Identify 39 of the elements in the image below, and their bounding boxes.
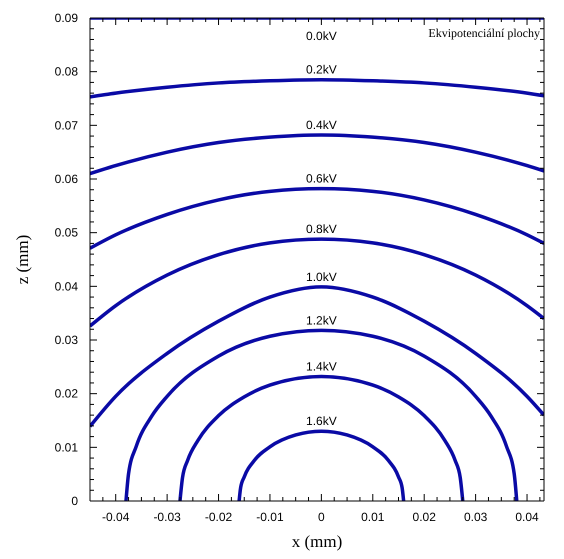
line-series bbox=[90, 133, 544, 176]
x-tick-label: 0 bbox=[318, 510, 326, 524]
series-label: 0.6kV bbox=[306, 172, 337, 186]
series-label: 1.6kV bbox=[306, 414, 337, 428]
series-label: 0.4kV bbox=[306, 118, 337, 132]
line-series bbox=[90, 285, 544, 428]
y-tick-label: 0.07 bbox=[54, 118, 78, 132]
y-tick-label: 0.09 bbox=[54, 11, 78, 25]
x-tick-label: 0.04 bbox=[515, 510, 540, 524]
y-tick-label: 0.06 bbox=[54, 172, 78, 186]
line-series bbox=[90, 237, 544, 328]
y-tick-label: 0.08 bbox=[54, 64, 78, 79]
y-tick-label: 0.05 bbox=[54, 226, 78, 240]
series-label: 1.4kV bbox=[306, 359, 337, 374]
line-series bbox=[237, 429, 406, 501]
x-tick-label: -0.02 bbox=[204, 510, 233, 524]
line-series bbox=[178, 374, 465, 501]
series-label: 1.0kV bbox=[306, 270, 337, 284]
x-tick-label: -0.03 bbox=[153, 510, 182, 524]
x-tick-label: 0.02 bbox=[412, 510, 436, 524]
x-tick-label: -0.04 bbox=[102, 510, 130, 524]
x-axis-title: x (mm) bbox=[292, 532, 342, 551]
y-tick-label: 0.03 bbox=[54, 333, 78, 347]
y-axis-title: z (mm) bbox=[13, 234, 32, 284]
y-tick-label: 0.02 bbox=[54, 386, 78, 401]
series-label: 0.8kV bbox=[306, 222, 337, 236]
line-series bbox=[90, 78, 544, 99]
series-label: 0.0kV bbox=[306, 29, 337, 43]
series-label: 0.2kV bbox=[306, 62, 337, 77]
annotation: Ekvipotenciální plochy bbox=[428, 26, 540, 41]
y-tick-label: 0.01 bbox=[54, 440, 78, 454]
series-label: 1.2kV bbox=[306, 313, 337, 328]
x-tick-label: 0.03 bbox=[464, 510, 488, 524]
x-tick-label: 0.01 bbox=[361, 510, 385, 524]
x-tick-label: -0.01 bbox=[256, 510, 284, 524]
line-series bbox=[90, 186, 544, 250]
line-series bbox=[124, 328, 518, 501]
y-tick-label: 0.04 bbox=[54, 279, 78, 294]
y-tick-label: 0 bbox=[71, 494, 78, 508]
